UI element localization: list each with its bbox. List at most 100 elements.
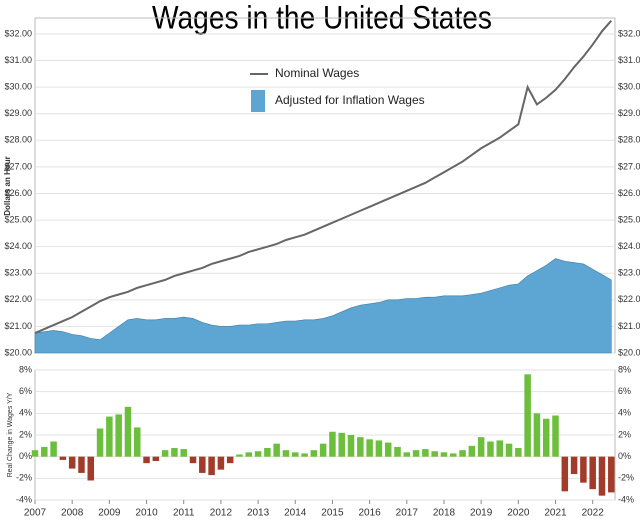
bar bbox=[50, 441, 57, 457]
bar bbox=[431, 451, 438, 457]
bar bbox=[59, 456, 67, 460]
y-tick-label: 4% bbox=[19, 408, 32, 418]
bar bbox=[487, 441, 494, 457]
y-tick-label-right: 0% bbox=[618, 451, 631, 461]
bar bbox=[403, 452, 411, 457]
y-tick-label: $26.00 bbox=[4, 188, 32, 198]
bar bbox=[515, 448, 522, 457]
x-tick-label: 2020 bbox=[507, 508, 530, 519]
bar bbox=[580, 456, 587, 483]
bar bbox=[468, 445, 476, 457]
y-tick-label-right: -4% bbox=[618, 494, 634, 504]
x-tick-label: 2010 bbox=[135, 508, 158, 519]
x-tick-label: 2012 bbox=[210, 508, 233, 519]
bar bbox=[282, 450, 290, 457]
x-tick-label: 2007 bbox=[24, 508, 47, 519]
bar bbox=[384, 442, 392, 457]
y-tick-label-right: $22.00 bbox=[618, 294, 640, 304]
bar bbox=[310, 450, 318, 457]
bar bbox=[357, 437, 364, 457]
legend-label: Nominal Wages bbox=[275, 66, 359, 80]
bar bbox=[189, 456, 197, 464]
bar bbox=[226, 456, 234, 464]
y-tick-label-right: $32.00 bbox=[618, 28, 640, 38]
bar bbox=[301, 453, 308, 457]
y-tick-label: 8% bbox=[19, 364, 32, 374]
y-tick-label: $24.00 bbox=[4, 241, 32, 251]
y-tick-label-right: $30.00 bbox=[618, 82, 640, 92]
bar bbox=[217, 456, 225, 470]
x-tick-label: 2011 bbox=[173, 508, 195, 519]
y-tick-label-right: $29.00 bbox=[618, 108, 640, 118]
bar bbox=[273, 443, 280, 457]
bar bbox=[440, 452, 448, 457]
bar bbox=[152, 456, 160, 461]
bar bbox=[329, 431, 336, 457]
y-tick-label-right: $24.00 bbox=[618, 241, 640, 251]
y-tick-label-right: 2% bbox=[618, 429, 631, 439]
bar bbox=[608, 456, 615, 493]
bar bbox=[338, 432, 345, 457]
bar bbox=[245, 452, 253, 457]
y-axis-label: Dollars an Hour bbox=[3, 156, 12, 216]
legend-label: Adjusted for Inflation Wages bbox=[275, 93, 425, 107]
y-tick-label-right: 4% bbox=[618, 408, 631, 418]
bar bbox=[41, 446, 48, 457]
x-tick-label: 2022 bbox=[582, 508, 605, 519]
y-tick-label: $23.00 bbox=[4, 268, 32, 278]
bar bbox=[254, 451, 262, 457]
y-tick-label: $30.00 bbox=[4, 82, 32, 92]
line bbox=[34, 20, 613, 334]
y-tick-label: 2% bbox=[19, 429, 32, 439]
area bbox=[34, 258, 612, 354]
bar bbox=[589, 456, 596, 490]
y-tick-label: $27.00 bbox=[4, 161, 32, 171]
y-tick-label-right: $27.00 bbox=[618, 161, 640, 171]
y-tick-label: -4% bbox=[16, 494, 32, 504]
bar bbox=[264, 448, 271, 457]
bar bbox=[180, 449, 187, 457]
bar bbox=[115, 414, 122, 457]
bar bbox=[292, 452, 299, 457]
bar bbox=[199, 456, 206, 473]
bar bbox=[524, 374, 531, 457]
bar bbox=[561, 456, 569, 492]
y-tick-label: $21.00 bbox=[4, 321, 32, 331]
x-tick-label: 2019 bbox=[470, 508, 493, 519]
y-tick-label-right: $20.00 bbox=[618, 347, 640, 357]
bar bbox=[347, 435, 355, 457]
x-tick-label: 2016 bbox=[358, 508, 381, 519]
x-tick-label: 2021 bbox=[544, 508, 567, 519]
bar bbox=[394, 446, 401, 457]
bar bbox=[208, 456, 215, 476]
bar bbox=[375, 440, 383, 457]
y-tick-label: $32.00 bbox=[4, 28, 32, 38]
bar bbox=[552, 415, 559, 457]
y-tick-label: $25.00 bbox=[4, 214, 32, 224]
bar bbox=[143, 456, 150, 464]
bar bbox=[171, 448, 178, 457]
bar bbox=[366, 439, 373, 457]
y-tick-label-right: 6% bbox=[618, 386, 631, 396]
x-tick-label: 2013 bbox=[247, 508, 270, 519]
y-tick-label-right: $21.00 bbox=[618, 321, 640, 331]
y-tick-label-right: $25.00 bbox=[618, 214, 640, 224]
bar bbox=[31, 450, 39, 457]
y-tick-label: $22.00 bbox=[4, 294, 32, 304]
y-tick-label: $20.00 bbox=[4, 347, 32, 357]
bar bbox=[106, 416, 113, 457]
bar bbox=[533, 413, 541, 457]
y-tick-label: -2% bbox=[16, 473, 32, 483]
bar bbox=[598, 456, 606, 496]
bar bbox=[319, 443, 327, 457]
x-tick-label: 2014 bbox=[284, 508, 307, 519]
bar bbox=[68, 456, 76, 469]
bar bbox=[570, 456, 578, 474]
bar bbox=[422, 449, 429, 457]
x-tick-label: 2009 bbox=[98, 508, 121, 519]
y-tick-label-right: $23.00 bbox=[618, 268, 640, 278]
bar bbox=[505, 443, 513, 457]
bar bbox=[236, 454, 243, 457]
bar bbox=[459, 450, 466, 457]
